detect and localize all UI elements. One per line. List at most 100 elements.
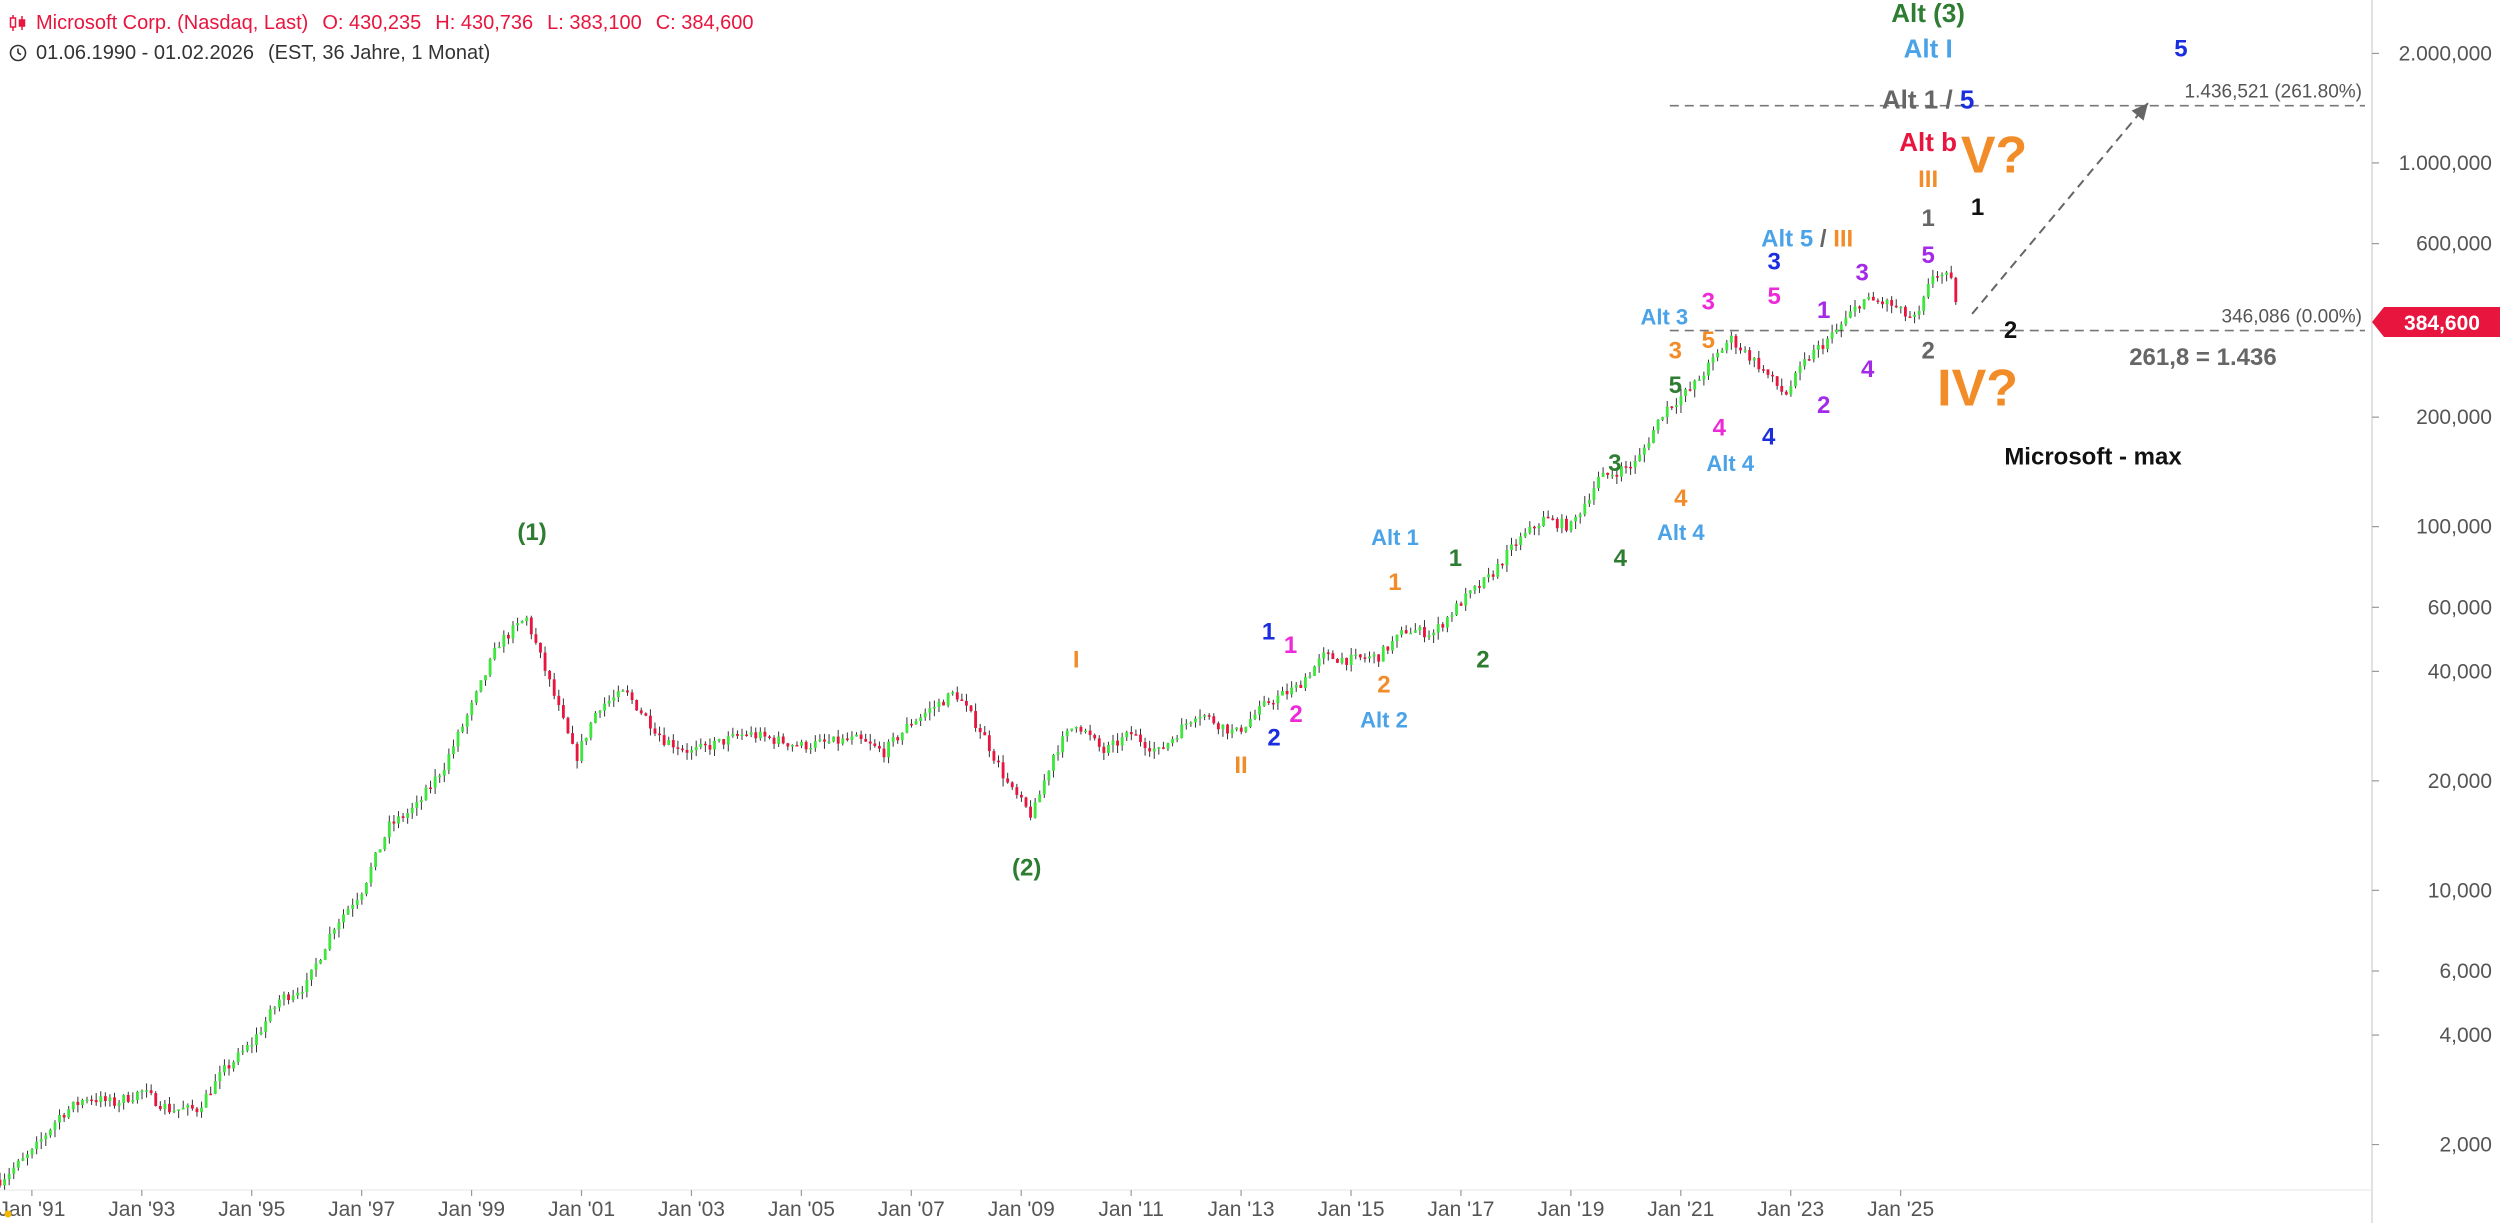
candle-body <box>1107 744 1110 753</box>
candle-body <box>552 679 556 696</box>
x-tick-label: Jan '23 <box>1757 1198 1824 1221</box>
projection-line <box>1971 102 2149 315</box>
candle-body <box>561 705 565 718</box>
candle-body <box>1766 369 1770 375</box>
candle-body <box>1262 701 1266 706</box>
candle-body <box>1432 632 1436 636</box>
candle-body <box>671 740 675 748</box>
candle-body <box>1065 730 1069 737</box>
y-tick-label: 4,000 <box>2439 1024 2492 1047</box>
candle-body <box>1267 701 1271 703</box>
candle-body <box>955 692 959 700</box>
candle-body <box>1642 447 1646 455</box>
candle-body <box>1235 727 1239 730</box>
candle-body <box>1775 376 1779 386</box>
candle-body <box>1033 802 1037 818</box>
y-tick-label: 20,000 <box>2428 770 2492 793</box>
candle-body <box>855 734 858 737</box>
wave-label: 1 <box>1449 545 1462 572</box>
candle-body <box>282 994 286 1000</box>
candle-body <box>653 728 657 734</box>
candle-body <box>433 776 437 788</box>
candle-body <box>1862 299 1866 309</box>
candle-body <box>932 706 936 709</box>
open-value: O: 430,235 <box>322 12 422 34</box>
candle-body <box>694 746 698 751</box>
candle-body <box>1102 746 1106 753</box>
candle-body <box>548 670 552 680</box>
x-tick-label: Jan '17 <box>1427 1198 1494 1221</box>
candle-body <box>648 715 652 729</box>
candle-body <box>969 705 973 712</box>
candle-body <box>1111 740 1115 745</box>
candle-body <box>580 741 584 761</box>
candle-body <box>1052 754 1055 771</box>
wave-label-compound: Alt 5 / III <box>1761 225 1853 252</box>
wave-label: 3 <box>1669 337 1682 364</box>
candle-body <box>1340 657 1344 663</box>
candle-body <box>163 1103 167 1110</box>
candle-body <box>103 1096 107 1101</box>
projection-layer <box>1971 102 2149 315</box>
candle-body <box>1189 722 1193 724</box>
candle-body <box>1024 797 1028 807</box>
candle-body <box>612 697 616 701</box>
candle-body <box>177 1109 181 1111</box>
candle-body <box>310 969 313 980</box>
x-tick-label: Jan '15 <box>1317 1198 1384 1221</box>
wave-label: IV? <box>1937 360 2018 418</box>
wave-label: 1 <box>1921 205 1934 232</box>
wave-label: 1 <box>1262 618 1275 645</box>
candle-body <box>296 992 300 996</box>
candle-body <box>676 747 680 749</box>
candle-body <box>1313 666 1316 676</box>
wave-label: 2 <box>1921 337 1934 364</box>
wave-label: 2 <box>1817 392 1830 419</box>
candle-body <box>419 800 423 803</box>
wave-label: 2 <box>1289 701 1302 728</box>
candle-body <box>1473 586 1477 591</box>
candle-body <box>1871 296 1875 301</box>
candle-body <box>1885 299 1889 305</box>
wave-label: Alt b <box>1899 127 1957 157</box>
candle-body <box>745 734 749 737</box>
wave-label: 5 <box>2174 36 2187 63</box>
candle-body <box>1368 656 1371 659</box>
candle-body <box>965 700 968 706</box>
candle-body <box>149 1090 153 1094</box>
candle-body <box>644 713 648 716</box>
y-tick-label: 2,000 <box>2439 1134 2492 1157</box>
candle-body <box>584 737 588 742</box>
candle-body <box>1789 386 1793 395</box>
y-tick-label: 200,000 <box>2416 406 2492 429</box>
candle-body <box>397 816 400 824</box>
x-tick-label: Jan '09 <box>988 1198 1055 1221</box>
candle-body <box>355 899 359 905</box>
candle-body <box>910 723 913 726</box>
wave-label: 5 <box>1669 372 1682 399</box>
candle-body <box>300 991 304 994</box>
candle-body <box>369 866 373 883</box>
y-tick-label: 40,000 <box>2428 660 2492 683</box>
candle-body <box>255 1034 258 1045</box>
candle-body <box>1088 730 1092 735</box>
candle-body <box>795 744 799 747</box>
candle-body <box>108 1097 112 1101</box>
candle-body <box>1459 603 1463 606</box>
candle-body <box>754 732 758 739</box>
candle-body <box>1903 306 1907 317</box>
candle-body <box>1615 474 1619 477</box>
candle-body <box>190 1104 194 1109</box>
wave-label: I <box>1073 646 1080 673</box>
candle-body <box>332 929 336 934</box>
candle-body <box>731 734 735 737</box>
range-row: 01.06.1990 - 01.02.2026 (EST, 36 Jahre, … <box>8 38 760 68</box>
candle-body <box>1056 752 1060 755</box>
candle-body <box>1038 794 1042 803</box>
candle-body <box>1455 603 1458 616</box>
candle-body <box>241 1050 245 1053</box>
wave-label: 4 <box>1762 424 1776 451</box>
candle-body <box>392 821 396 824</box>
candle-body <box>1826 338 1829 349</box>
